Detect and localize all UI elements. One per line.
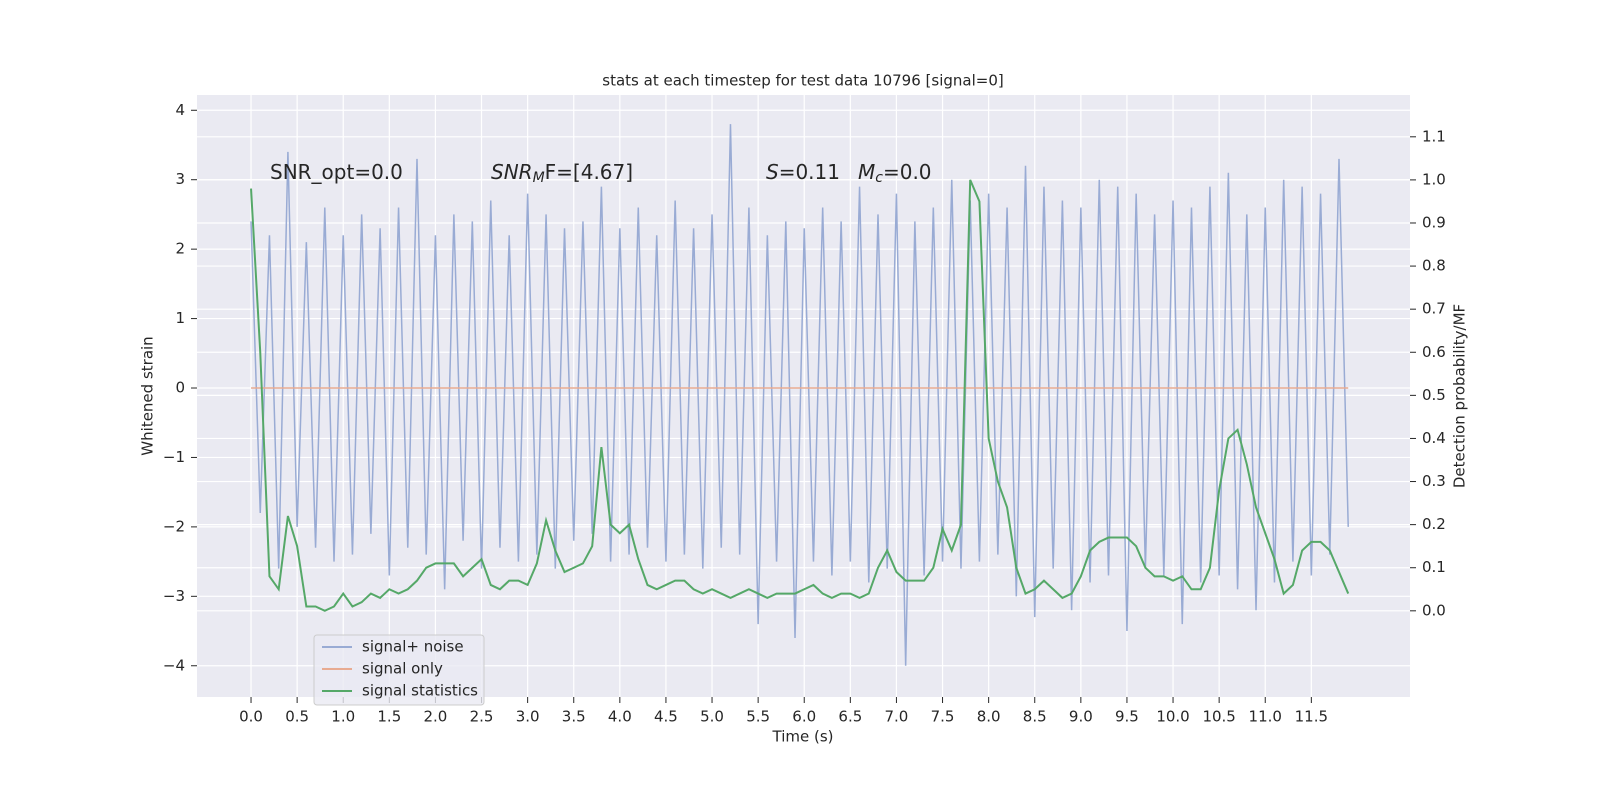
- y-tick-label: 4: [175, 101, 185, 119]
- annotation-main: SNR_opt=0.0: [270, 160, 403, 184]
- legend: signal+ noise signal only signal statistic…: [313, 634, 485, 706]
- series-line: [250, 179, 1350, 612]
- y-tick-label: −2: [163, 517, 185, 535]
- y2-tick-label: 0.1: [1422, 558, 1446, 576]
- y2-tick-label: 0.9: [1422, 213, 1446, 231]
- y2-tick-label: 0.0: [1422, 601, 1446, 619]
- annotation: Mc=0.0: [858, 160, 932, 187]
- annotation-sub: M: [533, 170, 545, 186]
- series-line: [250, 124, 1349, 666]
- y2-tick-label: 0.7: [1422, 300, 1446, 318]
- y-tick-label: 1: [175, 309, 185, 327]
- x-tick-label: 7.0: [885, 708, 909, 726]
- x-tick-label: 8.0: [977, 708, 1001, 726]
- annotation-main: SNR: [491, 160, 533, 184]
- x-tick-label: 11.5: [1295, 708, 1328, 726]
- annotation: SNR_opt=0.0: [270, 160, 403, 184]
- y2-tick-label: 0.8: [1422, 257, 1446, 275]
- x-tick-label: 3.0: [516, 708, 540, 726]
- x-tick-label: 5.5: [746, 708, 770, 726]
- chart-title: stats at each timestep for test data 107…: [602, 72, 1003, 90]
- x-tick-label: 0.5: [285, 708, 309, 726]
- x-tick-label: 4.5: [654, 708, 678, 726]
- x-tick-label: 10.0: [1156, 708, 1189, 726]
- x-tick-label: 0.0: [239, 708, 263, 726]
- x-axis-label: Time (s): [772, 728, 834, 746]
- x-tick-label: 10.5: [1202, 708, 1235, 726]
- x-tick-label: 5.0: [700, 708, 724, 726]
- x-tick-label: 1.5: [377, 708, 401, 726]
- y2-tick-label: 0.2: [1422, 515, 1446, 533]
- legend-box: [313, 634, 485, 706]
- y-tick-label: 0: [175, 379, 185, 397]
- x-tick-label: 8.5: [1023, 708, 1047, 726]
- y-axis-label: Whitened strain: [139, 336, 157, 455]
- x-tick-label: 4.0: [608, 708, 632, 726]
- annotation-after: F=[4.67]: [545, 160, 633, 184]
- y2-tick-label: 0.5: [1422, 386, 1446, 404]
- y2-tick-label: 0.6: [1422, 343, 1446, 361]
- x-tick-label: 2.5: [470, 708, 494, 726]
- annotation-after: =0.11: [779, 160, 840, 184]
- x-tick-label: 11.0: [1249, 708, 1282, 726]
- annotation-main: S: [766, 160, 779, 184]
- annotation-after: =0.0: [883, 160, 932, 184]
- x-tick-label: 1.0: [331, 708, 355, 726]
- y2-tick-label: 1.0: [1422, 170, 1446, 188]
- y2-tick-label: 1.1: [1422, 127, 1446, 145]
- legend-label: signal+ noise: [362, 638, 464, 656]
- y2-tick-label: 0.3: [1422, 472, 1446, 490]
- x-tick-label: 9.5: [1115, 708, 1139, 726]
- annotation: S=0.11: [766, 160, 840, 184]
- x-tick-label: 2.0: [424, 708, 448, 726]
- legend-label: signal only: [362, 660, 443, 678]
- marks: [250, 124, 1350, 666]
- legend-label: signal statistics: [362, 682, 478, 700]
- y-tick-label: −4: [163, 656, 185, 674]
- x-tick-label: 6.5: [838, 708, 862, 726]
- y2-tick-label: 0.4: [1422, 429, 1446, 447]
- annotation-sub: c: [875, 170, 883, 186]
- annotation-main: M: [858, 160, 875, 184]
- y2-axis-label: Detection probability/MF: [1451, 304, 1469, 488]
- x-tick-label: 9.0: [1069, 708, 1093, 726]
- x-tick-label: 7.5: [931, 708, 955, 726]
- annotation: SNRMF=[4.67]: [491, 160, 633, 187]
- x-tick-label: 3.5: [562, 708, 586, 726]
- x-tick-label: 6.0: [792, 708, 816, 726]
- y-tick-label: 3: [175, 170, 185, 188]
- y-tick-label: 2: [175, 240, 185, 258]
- y-tick-label: −1: [163, 448, 185, 466]
- y-tick-label: −3: [163, 587, 185, 605]
